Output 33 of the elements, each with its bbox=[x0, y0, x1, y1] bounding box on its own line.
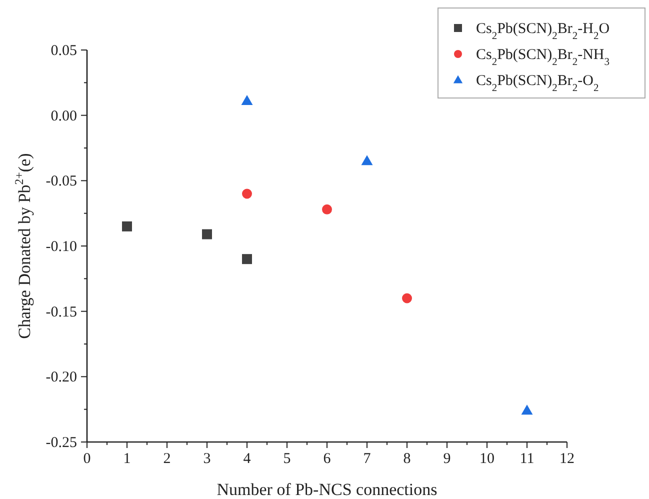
point bbox=[122, 221, 132, 232]
legend-label: Cs$_{2}$Pb(SCN)$_{2}$Br$_{2}$-O$_{2}$ bbox=[476, 73, 599, 94]
point bbox=[241, 94, 253, 105]
point bbox=[202, 229, 212, 240]
x-tick-label: 10 bbox=[480, 451, 494, 467]
x-tick-label: 7 bbox=[363, 451, 372, 467]
y-tick-label: 0.00 bbox=[50, 108, 77, 124]
x-tick-label: 6 bbox=[323, 451, 332, 467]
y-tick-label: -0.20 bbox=[46, 370, 77, 386]
x-tick-label: 3 bbox=[203, 451, 211, 467]
x-tick-label: 5 bbox=[283, 451, 291, 467]
point bbox=[242, 254, 252, 264]
point bbox=[242, 188, 252, 199]
point bbox=[322, 204, 332, 214]
x-tick-label: 8 bbox=[403, 451, 411, 467]
point bbox=[402, 293, 412, 304]
x-tick-label: 2 bbox=[163, 451, 171, 467]
x-tick-label: 1 bbox=[123, 451, 131, 467]
legend-label: Cs$_{2}$Pb(SCN)$_{2}$Br$_{2}$-NH$_{3}$ bbox=[476, 47, 610, 68]
point bbox=[521, 404, 533, 415]
x-tick-label: 12 bbox=[560, 451, 574, 467]
x-tick-label: 9 bbox=[443, 451, 451, 467]
y-tick-label: -0.15 bbox=[46, 304, 77, 320]
y-tick-label: -0.10 bbox=[46, 239, 77, 255]
point bbox=[361, 155, 373, 166]
x-axis-title: Number of Pb-NCS connections bbox=[216, 480, 438, 499]
x-tick-label: 4 bbox=[243, 451, 252, 467]
x-tick-label: 0 bbox=[83, 451, 91, 467]
y-tick-label: -0.05 bbox=[46, 174, 77, 190]
x-tick-label: 11 bbox=[520, 451, 534, 467]
y-tick-label: -0.25 bbox=[46, 435, 77, 451]
text: Cs$_{2}$Pb(SCN)$_{2}$Br$_{2}$-H$_{2}$O bbox=[476, 21, 610, 42]
y-tick-label: 0.05 bbox=[50, 43, 77, 59]
